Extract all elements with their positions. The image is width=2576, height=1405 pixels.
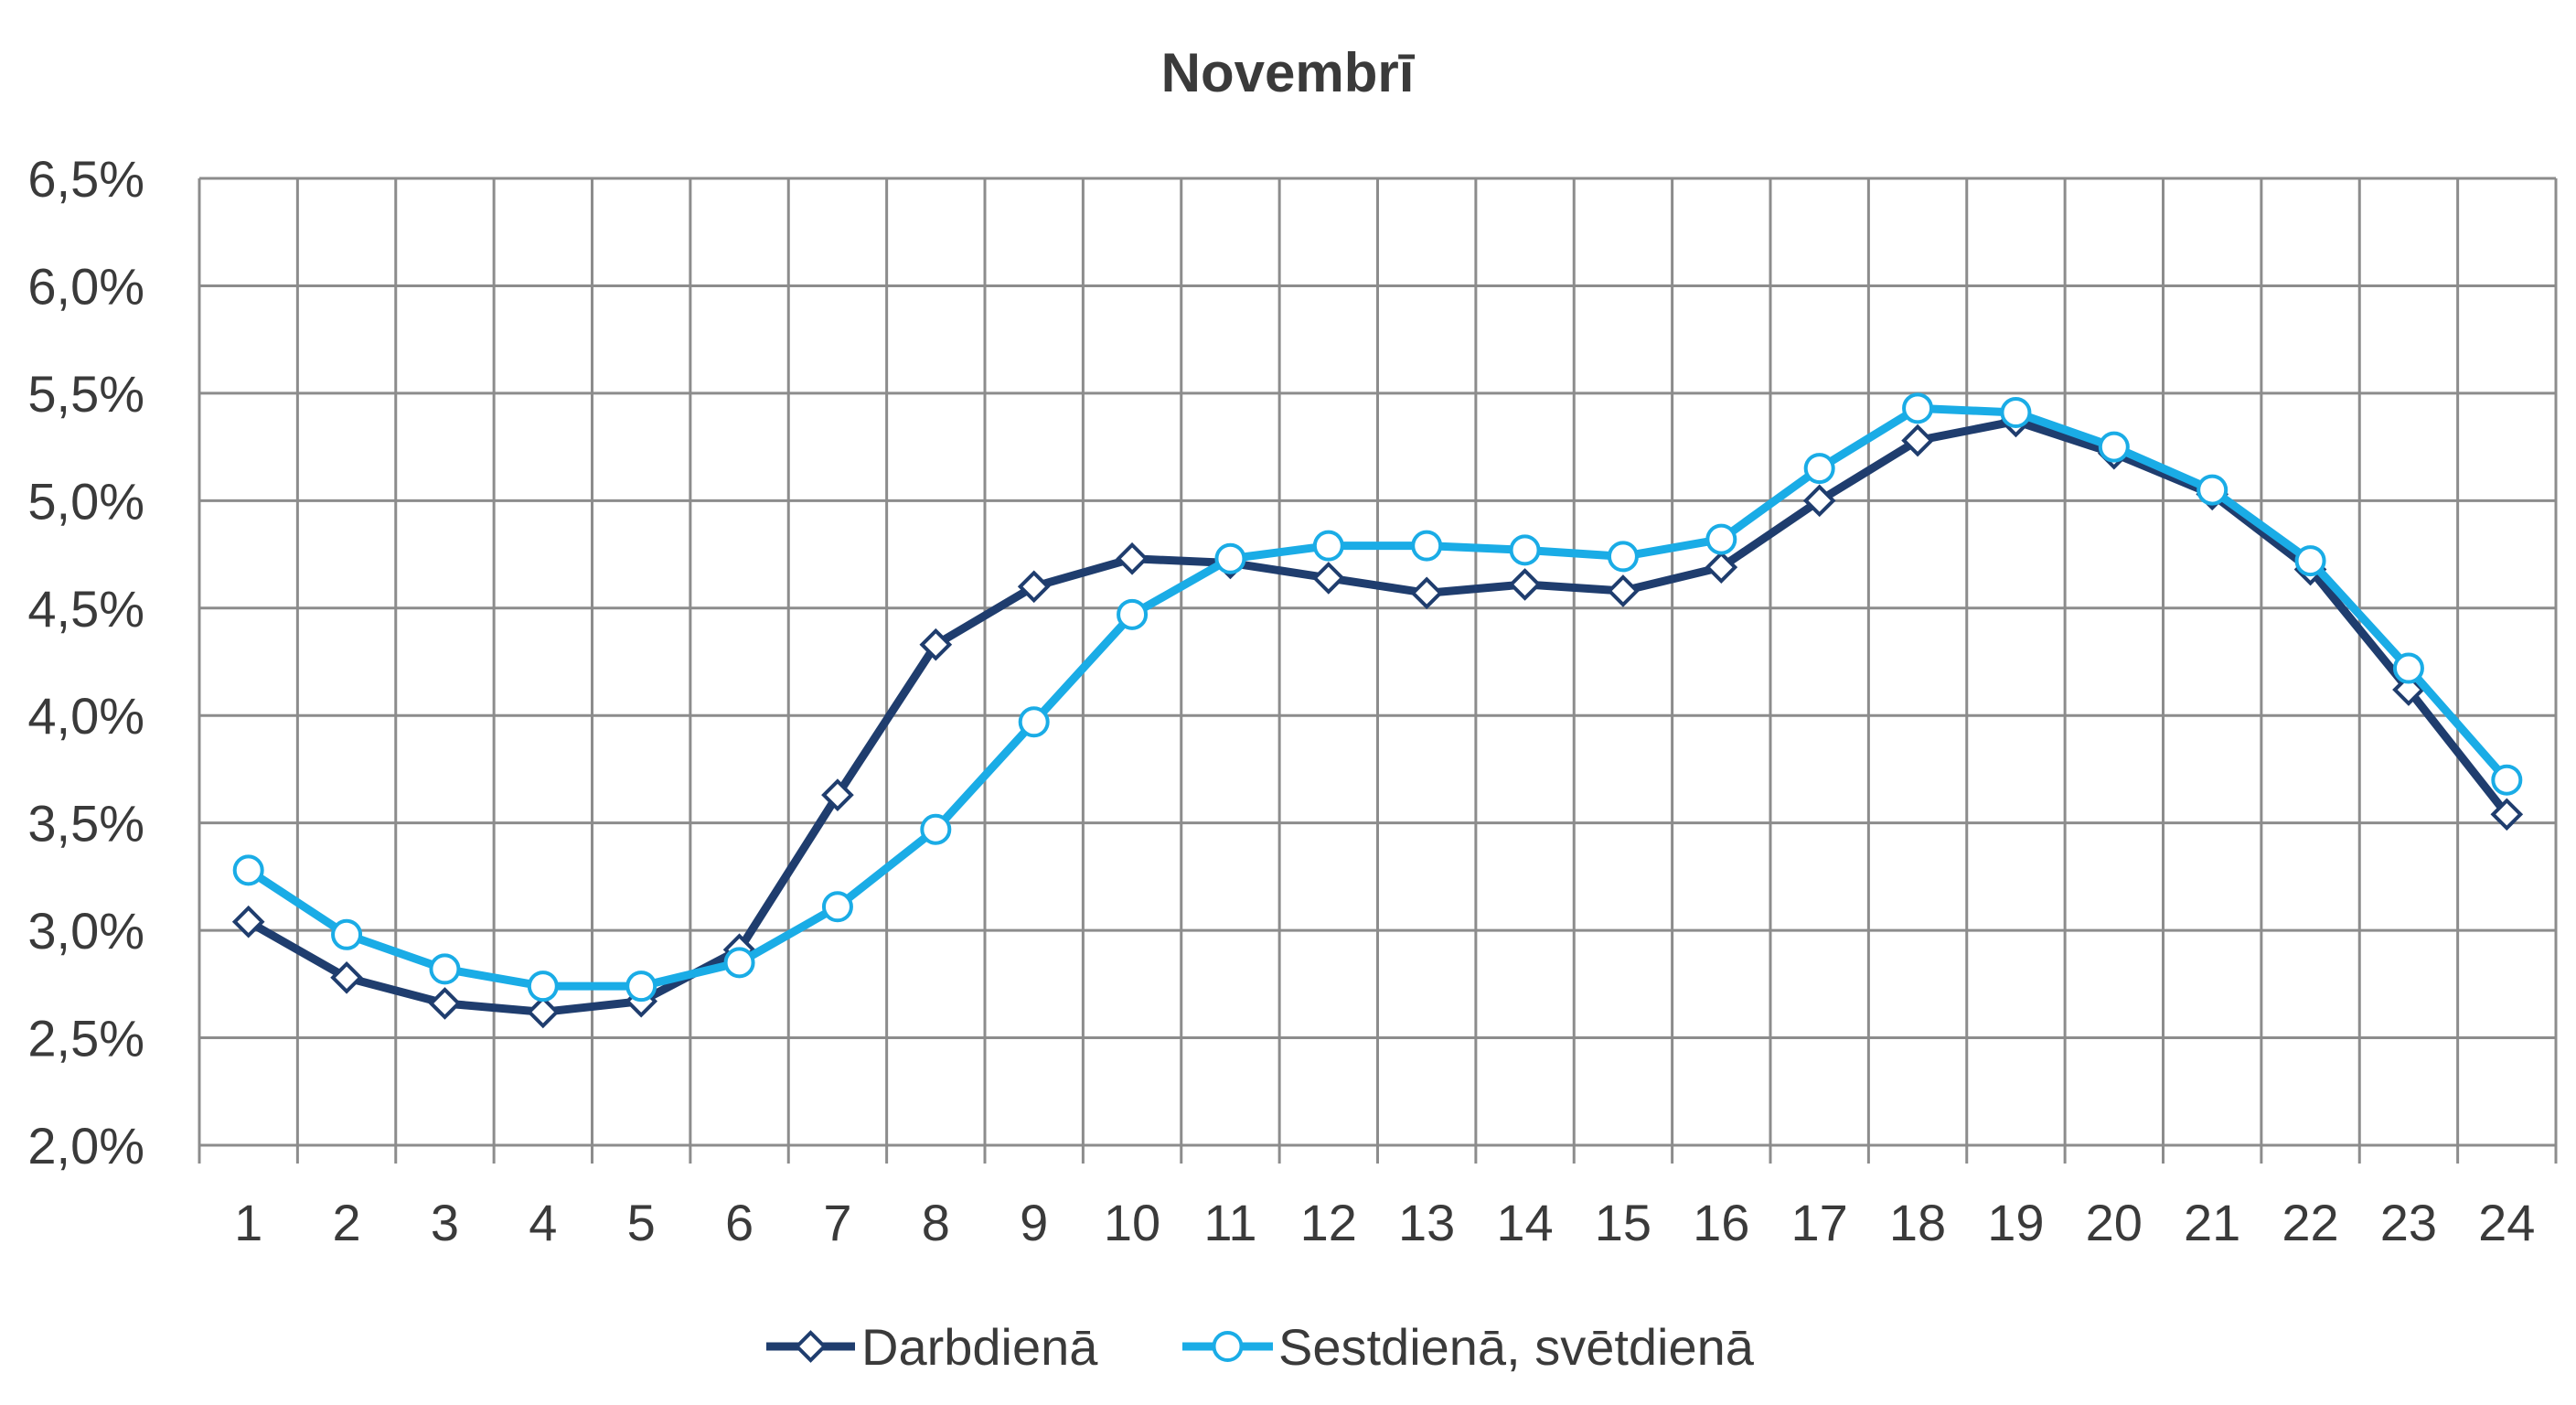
data-point	[1018, 706, 1050, 738]
data-point	[2294, 545, 2326, 577]
data-point	[2098, 431, 2130, 463]
y-tick-label: 6,5%	[27, 150, 144, 208]
legend-label: Sestdienā, svētdienā	[1278, 1318, 1755, 1376]
data-point	[428, 987, 462, 1020]
data-point	[625, 971, 657, 1003]
data-point	[821, 891, 853, 923]
y-tick-label: 5,0%	[27, 472, 144, 530]
chart-title: Novembrī	[1161, 42, 1416, 103]
data-point	[330, 960, 363, 994]
data-point	[1410, 576, 1444, 610]
data-point	[2392, 652, 2424, 684]
data-point	[527, 971, 559, 1003]
x-tick-label: 3	[431, 1194, 459, 1251]
x-tick-label: 16	[1693, 1194, 1749, 1251]
data-point	[1508, 568, 1542, 601]
series-line	[244, 416, 2511, 1016]
x-tick-label: 17	[1791, 1194, 1848, 1251]
data-point	[2491, 764, 2523, 796]
x-tick-label: 12	[1300, 1194, 1357, 1251]
legend-marker	[1212, 1331, 1244, 1362]
x-tick-label: 19	[1987, 1194, 2044, 1251]
data-point	[821, 778, 854, 811]
data-point	[1411, 530, 1443, 562]
x-tick-label: 7	[823, 1194, 851, 1251]
data-point	[1705, 551, 1738, 584]
x-tick-label: 14	[1496, 1194, 1553, 1251]
y-tick-label: 2,5%	[27, 1010, 144, 1067]
data-point	[1311, 562, 1345, 595]
data-point	[526, 995, 560, 1029]
series-group	[231, 392, 2524, 1029]
x-tick-label: 10	[1104, 1194, 1160, 1251]
y-tick-label: 4,0%	[27, 687, 144, 745]
x-tick-label: 20	[2086, 1194, 2143, 1251]
data-point	[1607, 574, 1640, 607]
data-point	[2000, 397, 2032, 429]
data-point	[1901, 424, 1934, 457]
x-tick-label: 9	[1020, 1194, 1048, 1251]
x-tick-label: 4	[529, 1194, 557, 1251]
data-point	[919, 627, 953, 661]
data-point	[2392, 673, 2425, 706]
x-tick-label: 6	[725, 1194, 754, 1251]
data-point	[1117, 598, 1149, 630]
data-point	[1312, 530, 1344, 562]
x-tick-label: 1	[234, 1194, 262, 1251]
x-tick-label: 18	[1889, 1194, 1946, 1251]
x-tick-label: 5	[627, 1194, 656, 1251]
data-point	[1214, 542, 1246, 574]
data-point	[1607, 541, 1639, 573]
y-tick-label: 4,5%	[27, 580, 144, 638]
x-tick-label: 13	[1398, 1194, 1455, 1251]
data-point	[1017, 570, 1051, 604]
data-point	[1509, 534, 1541, 566]
y-tick-label: 2,0%	[27, 1117, 144, 1174]
legend-item-2: Sestdienā, svētdienā	[1182, 1318, 1755, 1376]
legend-marker	[794, 1330, 828, 1363]
legend-item-1: Darbdienā	[766, 1318, 1098, 1376]
y-tick-label: 5,5%	[27, 365, 144, 423]
data-point	[331, 918, 363, 950]
data-point	[1803, 453, 1835, 485]
data-point	[920, 813, 952, 845]
x-tick-label: 22	[2282, 1194, 2338, 1251]
x-tick-label: 24	[2478, 1194, 2535, 1251]
x-tick-label: 23	[2380, 1194, 2437, 1251]
tick-labels: 2,0% 2,5% 3,0% 3,5% 4,0% 4,5% 5,0% 5,5% 6,0% 6,5%…	[27, 150, 2535, 1251]
x-tick-label: 2	[332, 1194, 360, 1251]
x-tick-label: 11	[1203, 1194, 1256, 1251]
x-tick-label: 8	[922, 1194, 950, 1251]
y-tick-label: 6,0%	[27, 257, 144, 315]
data-point	[1116, 542, 1149, 575]
data-point	[1902, 392, 1934, 424]
data-point	[1705, 523, 1737, 555]
x-tick-label: 15	[1595, 1194, 1651, 1251]
data-point	[723, 947, 755, 979]
x-tick-label: 21	[2184, 1194, 2240, 1251]
grid	[198, 177, 2558, 1147]
data-point	[2197, 474, 2229, 506]
series-line	[244, 403, 2511, 991]
y-tick-label: 3,5%	[27, 795, 144, 853]
legend-label: Darbdienā	[861, 1318, 1098, 1376]
data-point	[231, 905, 265, 938]
legend: Darbdienā Sestdienā, svētdienā	[766, 1318, 1755, 1376]
series-2	[232, 392, 2523, 1003]
data-point	[232, 854, 264, 886]
axes	[198, 1145, 2558, 1164]
data-point	[1802, 484, 1836, 518]
data-point	[2490, 798, 2524, 831]
y-tick-label: 3,0%	[27, 902, 144, 960]
data-point	[429, 953, 461, 985]
